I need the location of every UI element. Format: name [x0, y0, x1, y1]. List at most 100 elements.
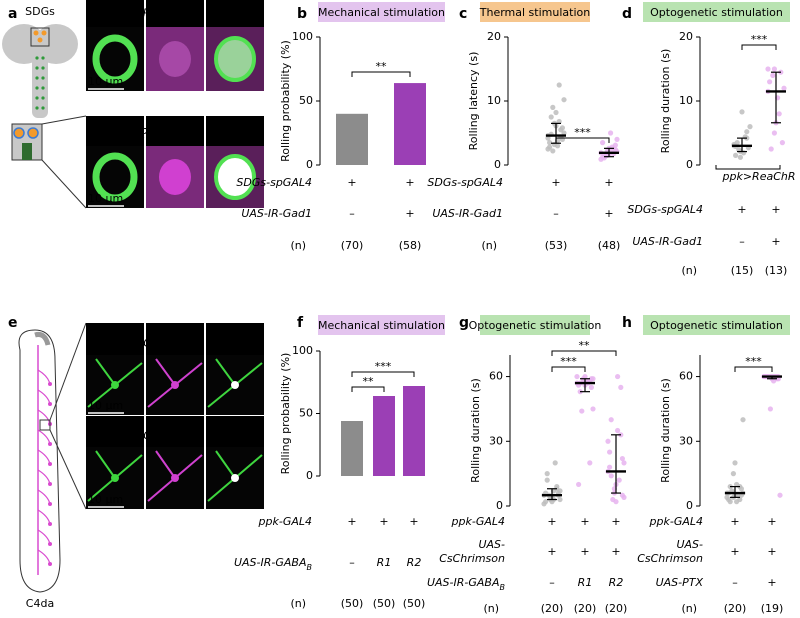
title-box — [643, 2, 790, 22]
image-header-label: Gad1> — [149, 120, 187, 133]
image-header-label-part: R1 — [89, 337, 104, 350]
data-point — [557, 496, 563, 503]
image-header-label-sub: B — [120, 427, 126, 436]
image-header-label-part: tdTomato — [149, 337, 201, 350]
cell — [159, 159, 191, 195]
y-axis-label: Rolling probability (%) — [279, 40, 292, 162]
image-header-label: ppk> — [148, 420, 179, 433]
image-header-label-part: ::mCherry — [89, 133, 145, 146]
y-tick-label: 0 — [494, 158, 501, 171]
image-header-label-part: Merge — [209, 425, 244, 438]
cell — [214, 36, 256, 82]
cell — [92, 152, 138, 202]
genotype-label: CsChrimson — [637, 552, 703, 565]
panel-label: g — [459, 315, 469, 331]
genotype-label-part: UAS-IR-GABA — [234, 556, 307, 569]
genotype-value: – — [549, 576, 555, 589]
data-point — [613, 499, 619, 505]
y-tick-label: 0 — [306, 158, 313, 171]
data-point — [600, 140, 606, 146]
genotype-label: ppk-GAL4 — [649, 515, 703, 528]
data-point — [561, 97, 567, 103]
n-value: (58) — [399, 239, 422, 252]
n-value: (20) — [541, 602, 564, 615]
y-axis-label: Rolling latency (s) — [467, 52, 480, 151]
data-point — [608, 130, 614, 136]
data-point — [587, 460, 593, 466]
data-point — [768, 146, 774, 152]
image-header-label: Merge — [209, 7, 244, 20]
schematic-label: SDGs — [25, 5, 55, 18]
genotype-label-sub: B — [307, 563, 313, 572]
panel-label: b — [297, 6, 307, 22]
data-point — [588, 384, 595, 390]
y-tick-label: 10 — [679, 94, 693, 107]
data-point — [767, 406, 774, 412]
chart-title: Optogenetic stimulation — [650, 6, 783, 19]
significance-label: *** — [745, 355, 762, 368]
image-header-label-part: Merge — [209, 124, 244, 137]
genotype-value: – — [739, 235, 745, 248]
genotype-label: CsChrimson — [439, 552, 505, 565]
image-header-label-part: - — [126, 328, 130, 341]
y-tick-label: 20 — [487, 30, 501, 43]
y-tick-label: 0 — [496, 499, 503, 512]
image-header-label: tdTomato — [149, 337, 201, 350]
n-label: (n) — [483, 602, 499, 615]
y-tick-label: 0 — [306, 469, 313, 482]
n-value: (50) — [373, 597, 396, 610]
soma — [231, 474, 239, 482]
image-header-label-part: Gad1> — [149, 120, 187, 133]
image-header-label: Merge — [209, 124, 244, 137]
significance-bracket — [351, 371, 415, 377]
n-value: (20) — [605, 602, 628, 615]
n-value: (50) — [403, 597, 426, 610]
soma — [231, 381, 239, 389]
data-point — [736, 147, 742, 153]
data-point — [618, 384, 624, 390]
significance-bracket — [551, 350, 617, 356]
bar — [341, 421, 363, 476]
significance-label: ** — [579, 339, 591, 352]
annotation: ppk>ReaChR — [722, 170, 796, 183]
genotype-value: + — [379, 515, 388, 528]
scale-bar-label: 10 μm — [88, 192, 123, 205]
data-point — [547, 140, 553, 146]
n-value: (53) — [545, 239, 568, 252]
genotype-label-part: CsChrimson — [439, 552, 505, 565]
image-header-label-part: SDGs>GFP — [89, 7, 150, 20]
schematic-label: C4da — [26, 597, 54, 610]
data-point — [556, 118, 562, 125]
y-axis-label: Rolling duration (s) — [659, 378, 672, 483]
data-point — [576, 481, 582, 488]
data-point — [734, 481, 740, 488]
data-point — [574, 373, 580, 380]
y-axis-label: Rolling duration (s) — [469, 378, 482, 483]
image-header — [146, 0, 204, 27]
genotype-label: SDGs-spGAL4 — [236, 176, 312, 189]
genotype-label: UAS-IR-Gad1 — [632, 235, 703, 248]
panel-label: d — [622, 6, 632, 22]
chart-title: Mechanical stimulation — [318, 6, 445, 19]
y-tick-label: 30 — [679, 434, 693, 447]
y-tick-label: 50 — [299, 94, 313, 107]
data-point — [739, 109, 745, 115]
data-point — [619, 455, 626, 462]
panel-label: h — [622, 315, 632, 331]
title-box — [318, 315, 445, 335]
data-point — [605, 438, 611, 444]
image-header — [86, 116, 144, 146]
data-point — [621, 460, 627, 466]
data-point — [559, 125, 566, 131]
image-header-label-part: GABA — [89, 420, 120, 433]
y-tick-label: 10 — [487, 94, 501, 107]
data-point — [548, 114, 554, 120]
genotype-label: UAS-IR-GABAB — [234, 556, 312, 572]
image-header-label: Merge — [209, 425, 244, 438]
data-point — [552, 460, 558, 466]
genotype-value: + — [611, 545, 620, 558]
genotype-value: + — [730, 515, 739, 528]
data-point — [608, 417, 614, 423]
image-header — [86, 0, 144, 27]
